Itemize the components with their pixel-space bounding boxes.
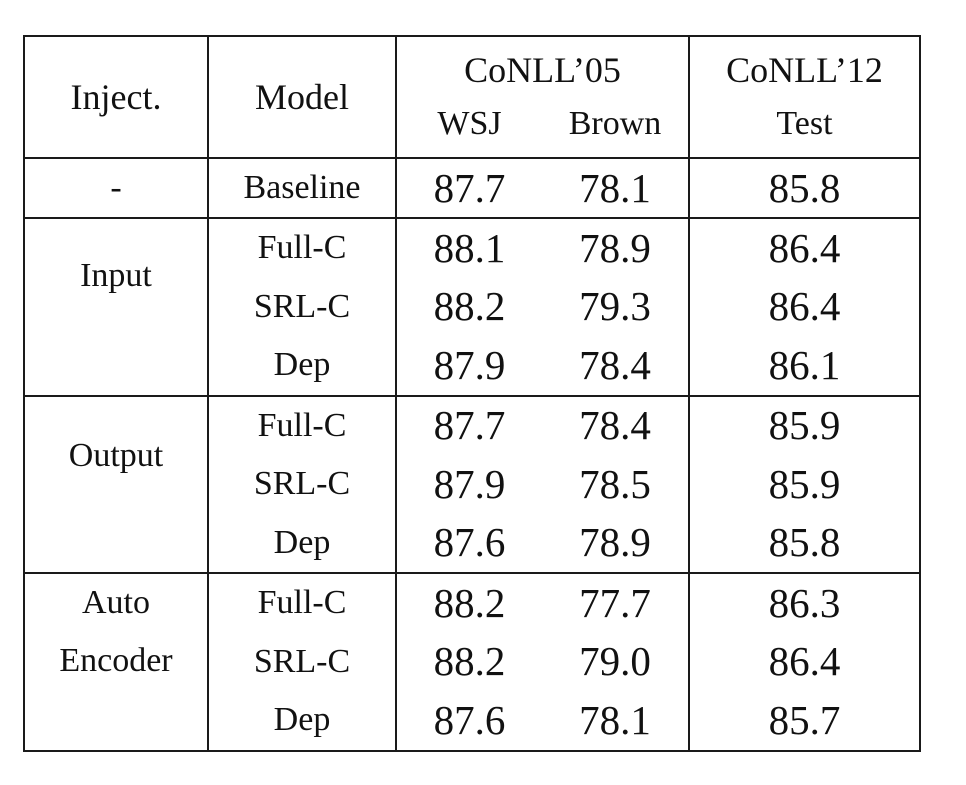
wsj-cell: 88.2 bbox=[395, 632, 542, 691]
test-cell: 85.8 bbox=[688, 157, 921, 219]
wsj-cell: 87.6 bbox=[395, 513, 542, 574]
test-cell: 85.7 bbox=[688, 691, 921, 752]
test-cell: 85.8 bbox=[688, 513, 921, 574]
model-cell: SRL-C bbox=[207, 632, 397, 691]
inject-label-line2: Encoder bbox=[59, 642, 173, 679]
table-row: Dep 87.6 78.9 85.8 bbox=[24, 513, 921, 574]
wsj-cell: 87.9 bbox=[395, 336, 542, 397]
table-row: SRL-C 88.2 79.0 86.4 bbox=[24, 632, 921, 691]
brown-cell: 78.5 bbox=[542, 455, 690, 514]
test-cell: 86.3 bbox=[688, 572, 921, 633]
test-cell: 86.1 bbox=[688, 336, 921, 397]
table-row: Auto Encoder Full-C 88.2 77.7 86.3 bbox=[23, 572, 921, 752]
model-cell: Dep bbox=[207, 336, 397, 397]
inject-label-line1: Auto bbox=[82, 584, 150, 621]
table-row: Dep 87.6 78.1 85.7 bbox=[24, 691, 921, 752]
model-cell: Full-C bbox=[207, 572, 397, 633]
header-conll12: CoNLL’12 bbox=[688, 35, 921, 103]
table-row: SRL-C 87.9 78.5 85.9 bbox=[24, 455, 921, 514]
wsj-cell: 87.6 bbox=[395, 691, 542, 752]
inject-cell: Input bbox=[23, 217, 209, 397]
table-row: Dep 87.9 78.4 86.1 bbox=[24, 336, 921, 397]
brown-cell: 78.9 bbox=[542, 513, 690, 574]
inject-cell: Auto Encoder bbox=[23, 572, 209, 752]
header-wsj: WSJ bbox=[395, 103, 542, 159]
table-row: SRL-C 88.2 79.3 86.4 bbox=[24, 277, 921, 336]
table-row: - Baseline 87.7 78.1 85.8 bbox=[23, 157, 921, 219]
model-cell: SRL-C bbox=[207, 455, 397, 514]
wsj-cell: 87.7 bbox=[395, 394, 542, 455]
wsj-cell: 88.2 bbox=[395, 572, 542, 633]
header-brown: Brown bbox=[542, 103, 690, 159]
inject-cell: - bbox=[23, 157, 209, 219]
model-cell: Full-C bbox=[207, 217, 397, 278]
test-cell: 86.4 bbox=[688, 277, 921, 336]
wsj-cell: 87.9 bbox=[395, 455, 542, 514]
test-cell: 86.4 bbox=[688, 217, 921, 278]
model-cell: Baseline bbox=[207, 157, 397, 219]
header-test: Test bbox=[688, 103, 921, 159]
inject-cell: Output bbox=[23, 394, 209, 574]
test-cell: 86.4 bbox=[688, 632, 921, 691]
wsj-cell: 88.2 bbox=[395, 277, 542, 336]
brown-cell: 78.4 bbox=[542, 394, 690, 455]
table-row: Input Full-C 88.1 78.9 86.4 bbox=[23, 217, 921, 397]
brown-cell: 78.1 bbox=[542, 157, 690, 219]
wsj-cell: 88.1 bbox=[395, 217, 542, 278]
model-cell: Dep bbox=[207, 513, 397, 574]
wsj-cell: 87.7 bbox=[395, 157, 542, 219]
brown-cell: 79.0 bbox=[542, 632, 690, 691]
model-cell: Full-C bbox=[207, 394, 397, 455]
test-cell: 85.9 bbox=[688, 394, 921, 455]
results-table: Inject. Model CoNLL’05 CoNLL’12 WSJ Brow… bbox=[23, 35, 921, 752]
model-cell: SRL-C bbox=[207, 277, 397, 336]
test-cell: 85.9 bbox=[688, 455, 921, 514]
header-inject: Inject. bbox=[23, 35, 209, 159]
brown-cell: 79.3 bbox=[542, 277, 690, 336]
brown-cell: 78.9 bbox=[542, 217, 690, 278]
header-model: Model bbox=[207, 35, 397, 159]
header-conll05: CoNLL’05 bbox=[395, 35, 690, 103]
brown-cell: 77.7 bbox=[542, 572, 690, 633]
brown-cell: 78.1 bbox=[542, 691, 690, 752]
model-cell: Dep bbox=[207, 691, 397, 752]
table-row: Output Full-C 87.7 78.4 85.9 bbox=[23, 394, 921, 574]
brown-cell: 78.4 bbox=[542, 336, 690, 397]
